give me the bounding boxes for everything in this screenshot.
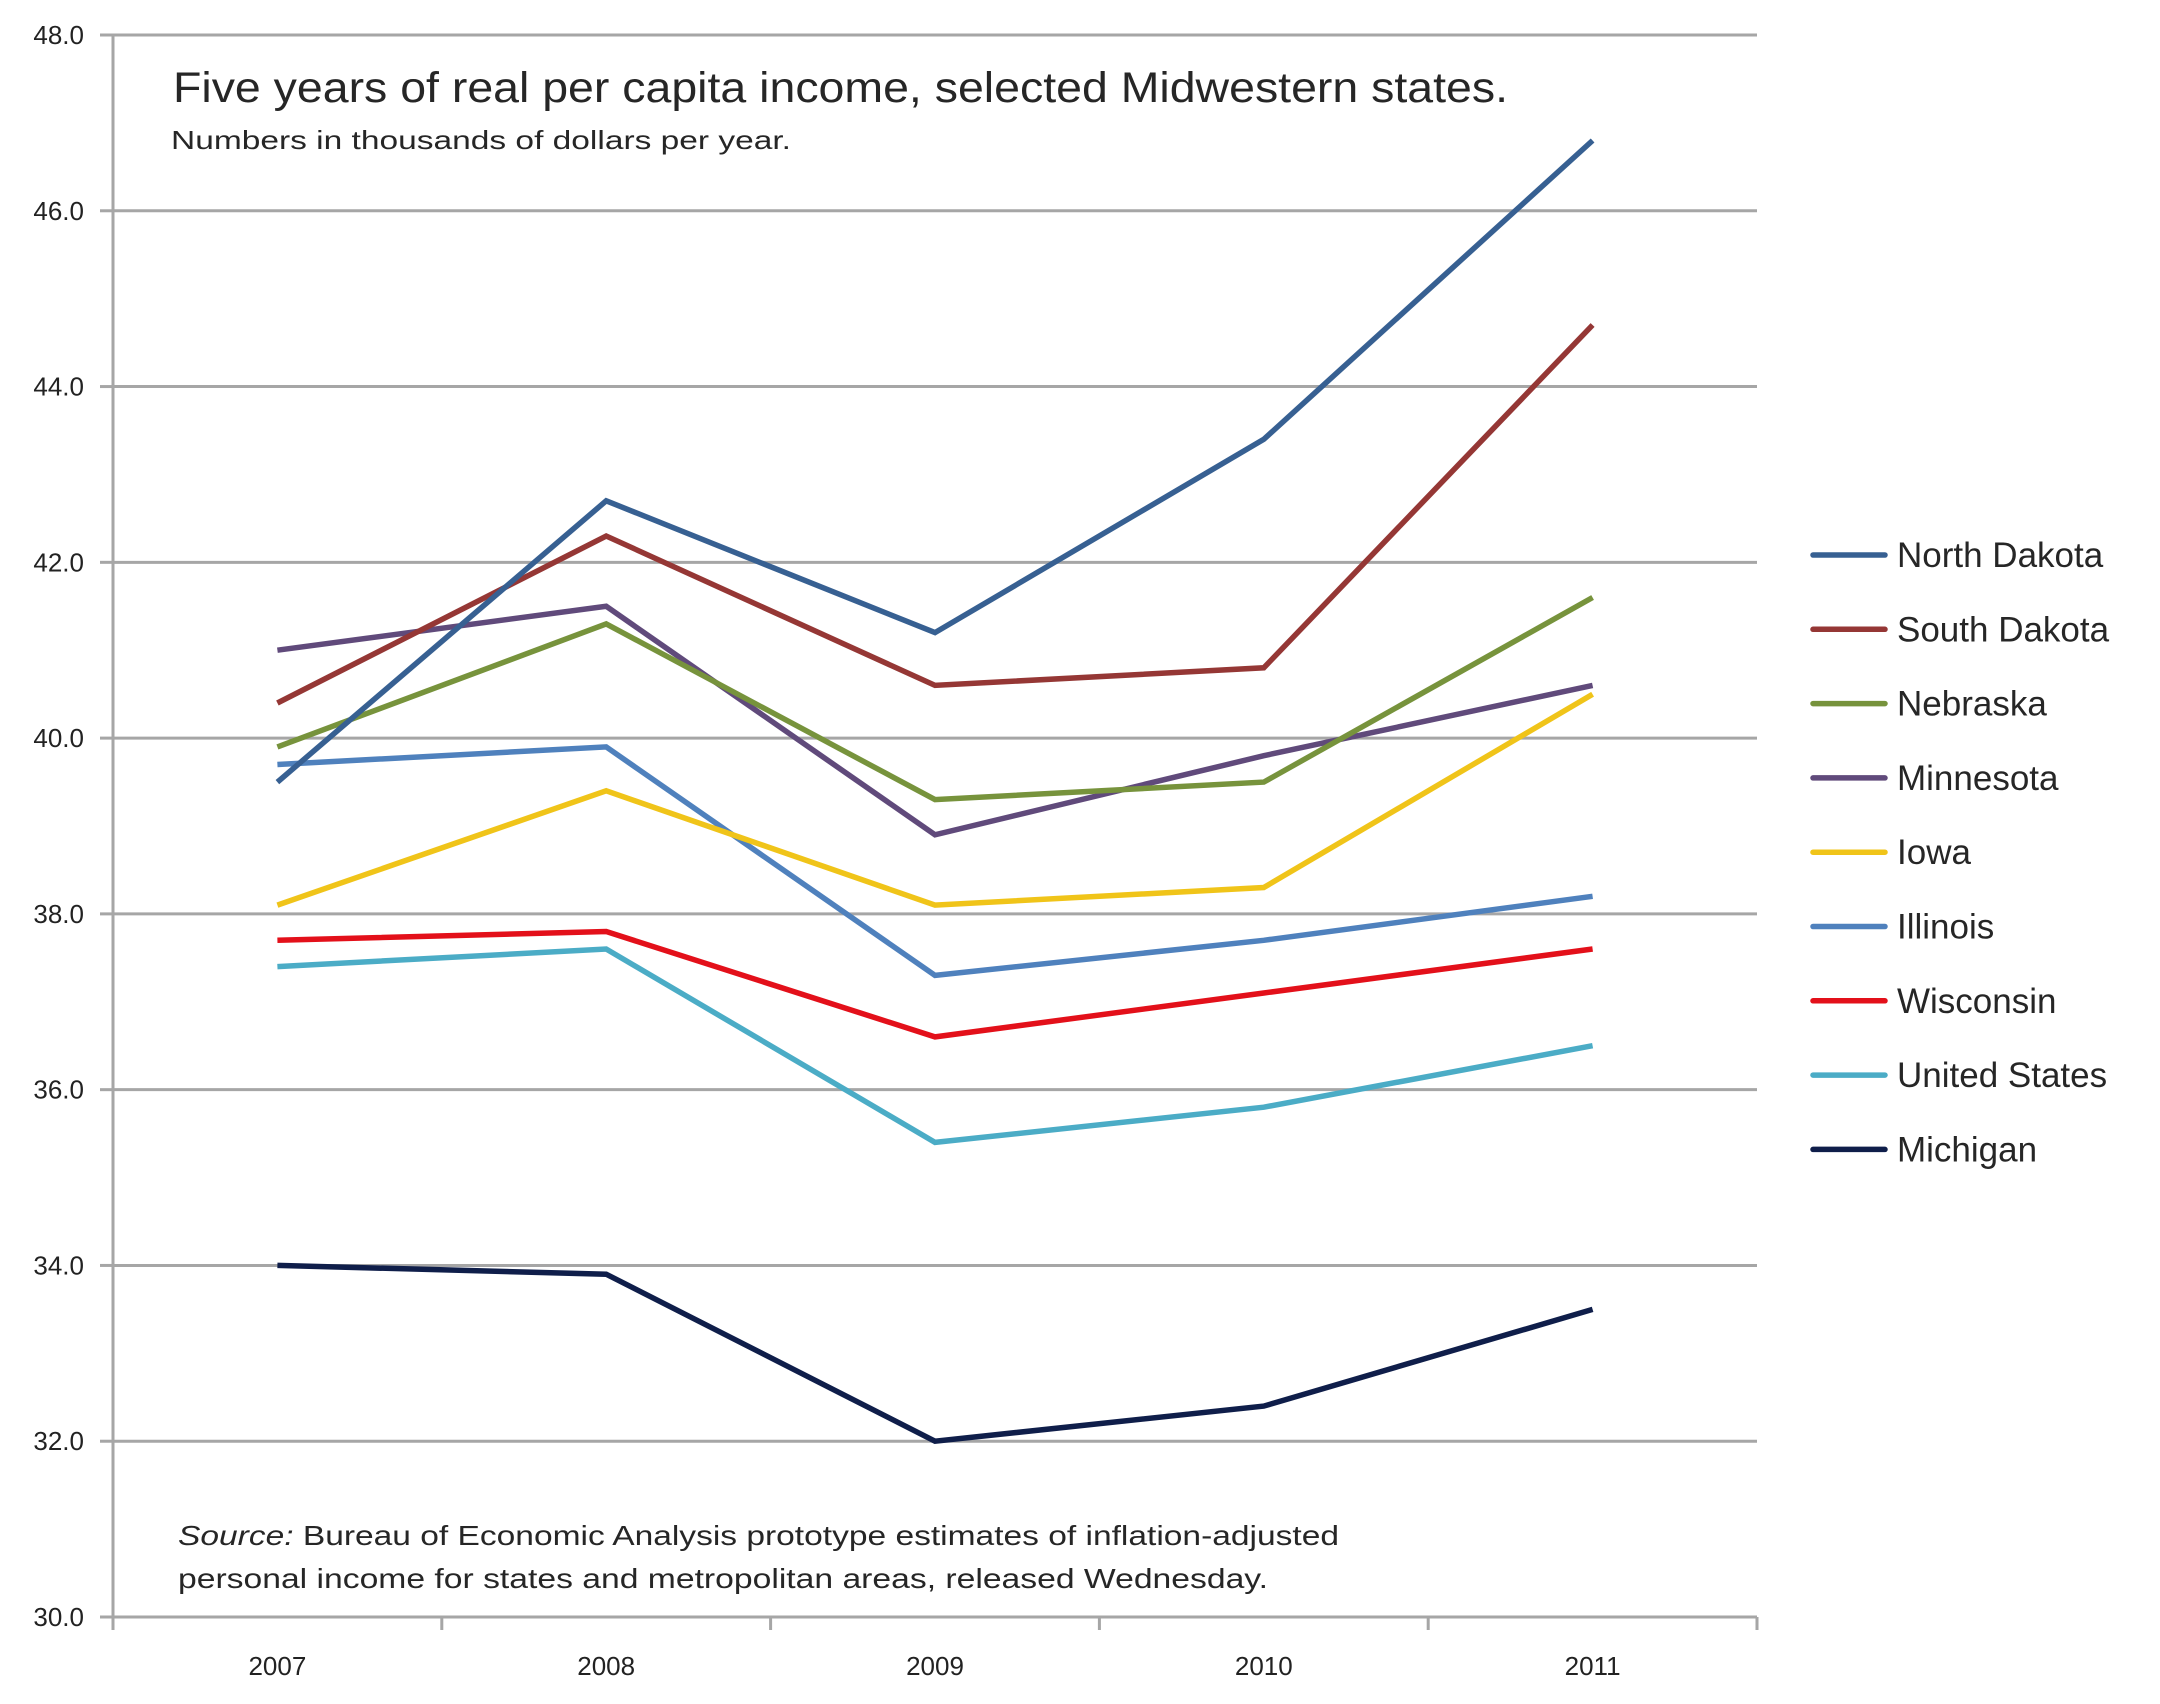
chart-title: Five years of real per capita income, se…	[173, 64, 1508, 112]
series-line-iowa	[276, 691, 1594, 908]
legend-label: Minnesota	[1897, 759, 2059, 798]
legend: North Dakota South Dakota Nebraska Minnesot…	[1810, 536, 2110, 1169]
legend-label: North Dakota	[1897, 536, 2104, 575]
y-tick-label: 32.0	[33, 1426, 84, 1456]
legend-item-wisconsin: Wisconsin	[1810, 982, 2056, 1021]
y-tick-label: 36.0	[33, 1075, 84, 1105]
series-line-united-states	[277, 946, 1594, 1146]
series-line-illinois	[277, 744, 1593, 979]
series-line-minnesota	[277, 603, 1594, 838]
axes	[111, 35, 1757, 1619]
series-line-north-dakota	[275, 138, 1595, 785]
legend-label: Michigan	[1897, 1130, 2037, 1169]
legend-label: Illinois	[1897, 908, 1994, 947]
source-note-line-2: personal income for states and metropoli…	[178, 1563, 1268, 1594]
source-text-line-1: Bureau of Economic Analysis prototype es…	[294, 1520, 1339, 1551]
y-tick-label: 38.0	[33, 899, 84, 929]
legend-label: South Dakota	[1897, 610, 2110, 649]
legend-label: United States	[1897, 1056, 2107, 1095]
legend-label: Iowa	[1897, 833, 1971, 872]
legend-item-united-states: United States	[1810, 1056, 2107, 1095]
series-lines	[275, 138, 1595, 1445]
series-line-wisconsin	[277, 928, 1593, 1040]
x-tick-label: 2010	[1235, 1651, 1293, 1681]
legend-label: Nebraska	[1897, 685, 2047, 724]
y-tick-label: 46.0	[33, 196, 84, 226]
y-tick-label: 40.0	[33, 723, 84, 753]
y-tick-label: 48.0	[33, 20, 84, 50]
chart-subtitle: Numbers in thousands of dollars per year…	[171, 125, 791, 155]
source-label: Source:	[178, 1520, 294, 1551]
legend-item-nebraska: Nebraska	[1810, 685, 2047, 724]
x-tick-labels: 2007 2008 2009 2010 2011	[111, 1617, 1759, 1681]
x-tick-label: 2009	[906, 1651, 964, 1681]
legend-item-michigan: Michigan	[1810, 1130, 2037, 1169]
y-tick-label: 30.0	[33, 1602, 84, 1632]
legend-item-iowa: Iowa	[1810, 833, 1971, 872]
gridlines	[100, 33, 1757, 1619]
x-tick-label: 2007	[248, 1651, 306, 1681]
series-line-nebraska	[276, 595, 1594, 803]
y-tick-labels: 30.0 32.0 34.0 36.0 38.0 40.0 42.0 44.0 46.0 48.0	[33, 20, 84, 1632]
x-tick-label: 2008	[577, 1651, 635, 1681]
series-line-michigan	[277, 1262, 1594, 1445]
series-line-south-dakota	[276, 323, 1595, 706]
legend-item-north-dakota: North Dakota	[1810, 536, 2104, 575]
legend-label: Wisconsin	[1897, 982, 2056, 1021]
legend-item-south-dakota: South Dakota	[1810, 610, 2110, 649]
y-tick-label: 42.0	[33, 547, 84, 577]
source-note-line-1: Source: Bureau of Economic Analysis prot…	[178, 1520, 1339, 1551]
x-tick-label: 2011	[1565, 1651, 1621, 1681]
legend-item-illinois: Illinois	[1810, 908, 1994, 947]
legend-item-minnesota: Minnesota	[1810, 759, 2059, 798]
y-tick-label: 44.0	[33, 372, 84, 402]
y-tick-label: 34.0	[33, 1250, 84, 1280]
